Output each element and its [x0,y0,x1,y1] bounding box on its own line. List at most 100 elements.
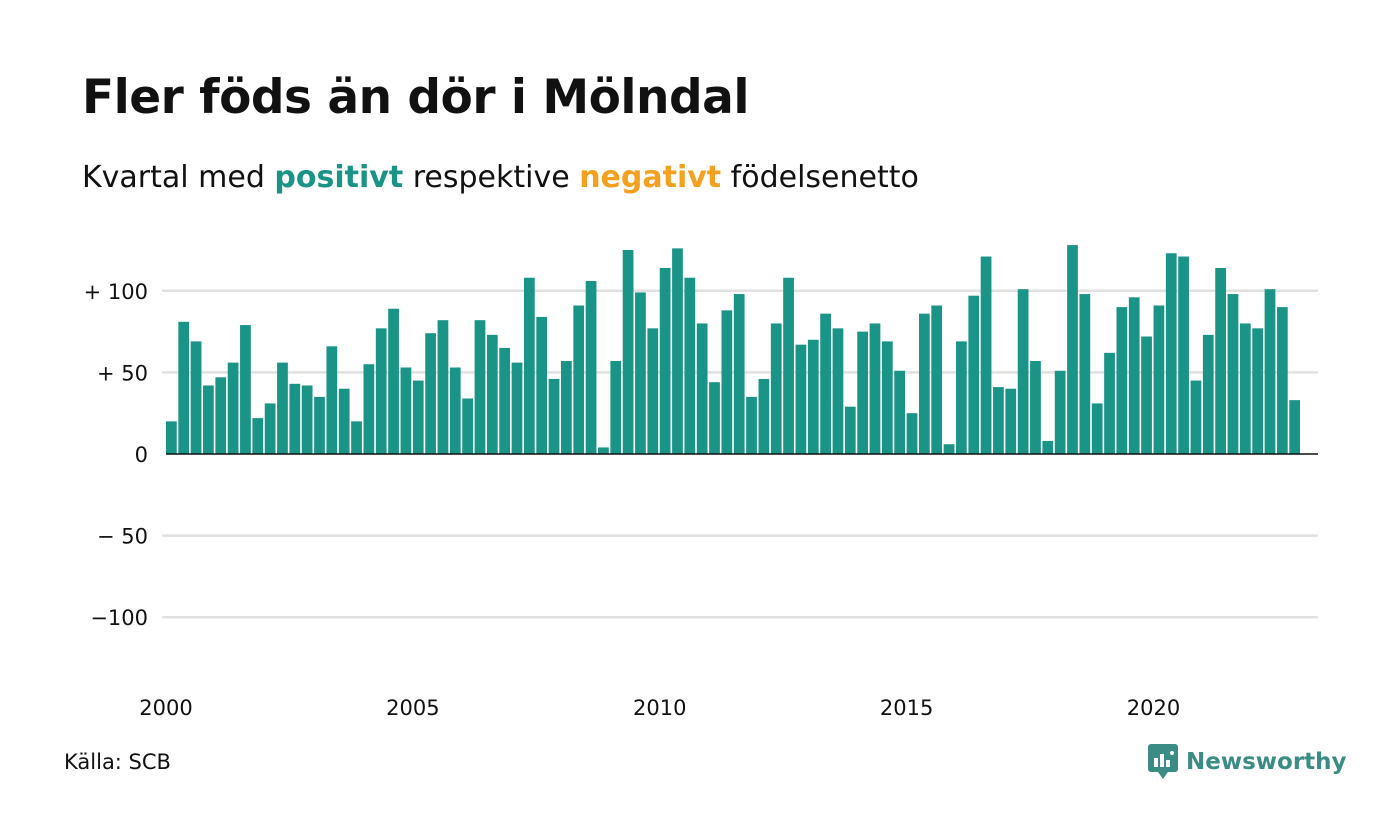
bar [486,334,498,454]
bar [1005,388,1017,454]
y-tick-label: − 50 [97,525,148,549]
bar [326,346,338,454]
bar [203,385,214,454]
bar [536,316,548,454]
bar [598,447,609,454]
bar [561,360,572,454]
bar [400,367,412,454]
bar [832,328,844,454]
bar [548,378,560,454]
bar [943,444,955,454]
bar [1165,253,1177,454]
bar [388,308,399,454]
bar [931,305,943,454]
bar [807,339,819,454]
bar [1104,352,1115,454]
bar [585,281,597,454]
bar [523,277,535,454]
bar [980,256,992,454]
bar [1030,360,1041,454]
bar [956,341,967,454]
x-tick-label: 2010 [633,696,686,720]
bar [968,295,980,454]
x-tick-label: 2005 [386,696,439,720]
bar [672,248,683,454]
bar [573,305,585,454]
bar [894,370,906,454]
bar [1178,256,1189,454]
bar [820,313,831,454]
chart-subtitle: Kvartal med positivt respektive negativt… [82,160,919,195]
subtitle-middle: respektive [403,160,580,195]
bar [610,360,622,454]
bar [795,344,807,454]
bar [844,406,856,454]
bar [1289,400,1301,454]
bar [1067,245,1078,454]
bar [906,413,918,454]
bar [696,323,708,454]
bar [1276,307,1288,454]
bar [363,364,375,454]
bar [338,388,350,454]
x-tick-label: 2000 [139,696,192,720]
y-tick-label: + 100 [84,280,148,304]
y-tick-label: −100 [90,606,148,630]
chart-title: Fler föds än dör i Mölndal [82,70,749,125]
bar [474,320,486,454]
bar [215,377,227,454]
bar [647,328,659,454]
bar [1017,289,1029,454]
bar [758,378,770,454]
bar [314,396,325,454]
bar [1116,307,1128,454]
bar [881,341,893,454]
subtitle-negative: negativt [579,160,722,195]
bar [684,277,696,454]
bar [301,385,313,454]
bar [721,310,733,454]
bar [659,267,671,454]
bar [1042,440,1054,454]
bar [178,321,190,454]
bar [1227,294,1239,454]
bar [1141,336,1152,454]
bar [289,383,301,454]
brand-logo[interactable]: Newsworthy [1148,744,1347,780]
brand-name: Newsworthy [1186,749,1347,775]
bar [770,323,782,454]
source-note: Källa: SCB [64,750,171,774]
subtitle-positive: positivt [274,160,404,195]
subtitle-prefix: Kvartal med [82,160,275,195]
bar [462,398,473,454]
bar [425,333,436,454]
bar [227,362,239,454]
bar [264,403,276,454]
bar [277,362,288,454]
y-tick-label: 0 [135,443,148,467]
bar [1202,334,1214,454]
subtitle-suffix: födelsenetto [721,160,919,195]
bar [449,367,461,454]
bar [1091,403,1103,454]
bar [635,292,646,454]
bar [993,387,1004,454]
bar [499,347,511,454]
x-tick-label: 2015 [880,696,933,720]
bar [1239,323,1251,454]
bar [746,396,757,454]
bar [1128,297,1140,454]
bar [437,320,449,454]
bar [351,421,362,454]
x-tick-label: 2020 [1127,696,1180,720]
bar [783,277,794,454]
bar [733,294,745,454]
bar [1190,380,1202,454]
bar [511,362,523,454]
x-axis-ticks: 2000 2005 2010 2015 2020 [139,696,1180,720]
bar [622,250,634,454]
newsworthy-logo-icon [1148,744,1178,779]
bar [857,331,869,454]
bar [1215,267,1226,454]
bar [1264,289,1276,454]
